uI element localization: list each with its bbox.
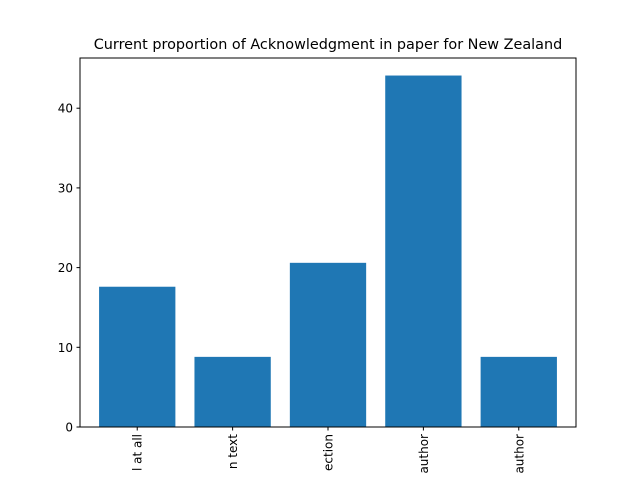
y-tick-label: 20 <box>58 261 73 275</box>
plot-area: 0 10 20 30 40 l at all n text ection author autho… <box>58 57 577 474</box>
x-tick-label: author <box>512 434 526 474</box>
y-tick-label: 30 <box>58 181 73 195</box>
y-tick-label: 0 <box>65 421 73 435</box>
y-tick-label: 10 <box>58 341 73 355</box>
bar-1 <box>99 286 176 427</box>
bar-4 <box>385 75 462 427</box>
bar-2 <box>194 356 271 427</box>
y-tick-label: 40 <box>58 102 73 116</box>
chart-title: Current proportion of Acknowledgment in … <box>94 37 563 53</box>
x-tick-label: n text <box>226 434 240 469</box>
bar-3 <box>289 262 367 427</box>
x-tick-label: ection <box>322 434 336 471</box>
bar-5 <box>480 356 557 427</box>
x-tick-label: l at all <box>131 434 145 471</box>
x-tick-label: author <box>417 434 431 474</box>
